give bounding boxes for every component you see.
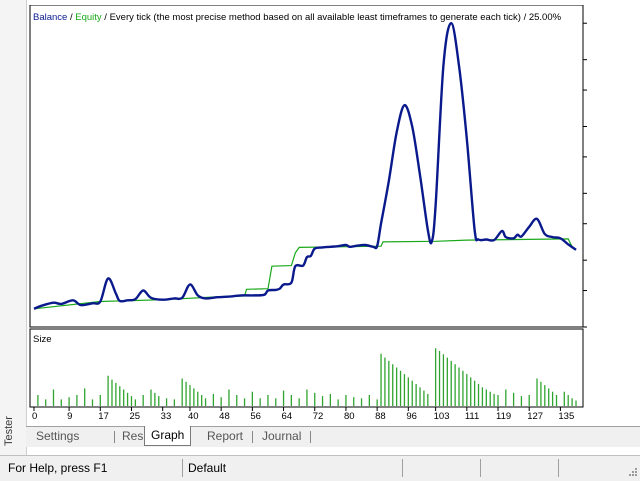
x-axis-tick-label: 56 xyxy=(250,411,261,422)
status-bar: For Help, press F1 Default xyxy=(0,455,640,481)
x-axis-tick-label: 111 xyxy=(465,411,479,422)
price-plot-area xyxy=(29,5,584,328)
balance-series-line xyxy=(33,22,577,310)
tester-tab-bar: Settings Results Graph Report Journal xyxy=(26,426,640,447)
chart-title-equity: Equity xyxy=(75,12,102,23)
x-axis-tick-label: 127 xyxy=(527,411,543,422)
balance-equity-chart: 997100310081014101910251030103610411047 … xyxy=(29,5,587,422)
status-profile-text: Default xyxy=(188,461,227,475)
status-help-text: For Help, press F1 xyxy=(8,461,108,475)
x-axis-tick-label: 80 xyxy=(344,411,355,422)
x-axis-tick-label: 96 xyxy=(406,411,417,422)
resize-grip-icon[interactable] xyxy=(626,467,638,479)
x-axis-tick-label: 33 xyxy=(161,411,172,422)
tab-divider xyxy=(114,431,115,443)
x-axis-tick-label: 0 xyxy=(32,411,37,422)
status-divider xyxy=(558,459,559,477)
x-axis-tick-label: 135 xyxy=(558,411,574,422)
tester-side-panel: Tester xyxy=(0,0,27,455)
status-divider xyxy=(480,459,481,477)
x-axis-tick-label: 88 xyxy=(375,411,386,422)
chart-title-sep: / xyxy=(67,12,76,23)
x-axis-tick-label: 40 xyxy=(188,411,199,422)
x-axis-tick-label: 119 xyxy=(496,411,511,422)
x-axis-tick-label: 25 xyxy=(129,411,140,422)
tab-divider xyxy=(252,431,253,443)
chart-title: Balance / Equity / Every tick (the most … xyxy=(33,12,561,23)
chart-title-rest: / Every tick (the most precise method ba… xyxy=(101,12,562,23)
chart-title-balance: Balance xyxy=(33,12,68,23)
x-axis-tick-label: 48 xyxy=(219,411,230,422)
tab-settings[interactable]: Settings xyxy=(36,429,80,443)
status-divider xyxy=(402,459,403,477)
tester-panel-label: Tester xyxy=(3,416,15,446)
x-axis-tick-label: 72 xyxy=(313,411,324,422)
tab-journal[interactable]: Journal xyxy=(262,429,302,443)
x-axis-tick-label: 64 xyxy=(282,411,293,422)
status-divider xyxy=(182,459,183,477)
size-panel-label: Size xyxy=(33,334,51,345)
tab-graph[interactable]: Graph xyxy=(144,426,192,446)
x-axis-tick-label: 103 xyxy=(434,411,450,422)
tab-report[interactable]: Report xyxy=(207,429,244,443)
tab-divider xyxy=(310,431,311,443)
x-axis-tick-label: 17 xyxy=(98,411,109,422)
x-axis-tick-label: 9 xyxy=(67,411,72,422)
